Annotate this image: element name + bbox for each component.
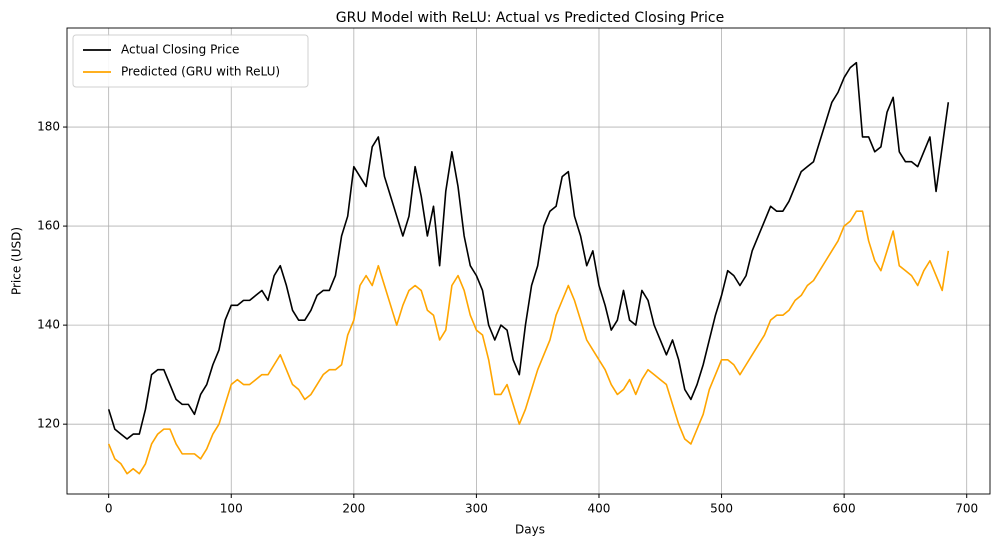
- legend-label: Actual Closing Price: [121, 43, 239, 57]
- chart-title: GRU Model with ReLU: Actual vs Predicted…: [336, 10, 724, 26]
- y-tick-label: 180: [37, 120, 60, 134]
- y-axis-label: Price (USD): [10, 227, 24, 295]
- x-tick-label: 200: [342, 502, 365, 516]
- plot-frame: [66, 27, 991, 495]
- legend-box: [72, 34, 309, 88]
- x-tick-label: 0: [105, 502, 113, 516]
- y-tick-label: 140: [37, 318, 60, 332]
- x-tick-label: 700: [955, 502, 978, 516]
- x-tick-label: 100: [220, 502, 243, 516]
- x-tick-label: 500: [710, 502, 733, 516]
- x-tick-label: 300: [465, 502, 488, 516]
- series-line: [107, 210, 950, 475]
- y-tick-label: 160: [37, 219, 60, 233]
- legend-label: Predicted (GRU with ReLU): [121, 65, 280, 79]
- x-tick-label: 600: [833, 502, 856, 516]
- x-axis-label: Days: [515, 523, 545, 537]
- y-tick-label: 120: [37, 417, 60, 431]
- series-line: [107, 61, 950, 440]
- x-tick-label: 400: [588, 502, 611, 516]
